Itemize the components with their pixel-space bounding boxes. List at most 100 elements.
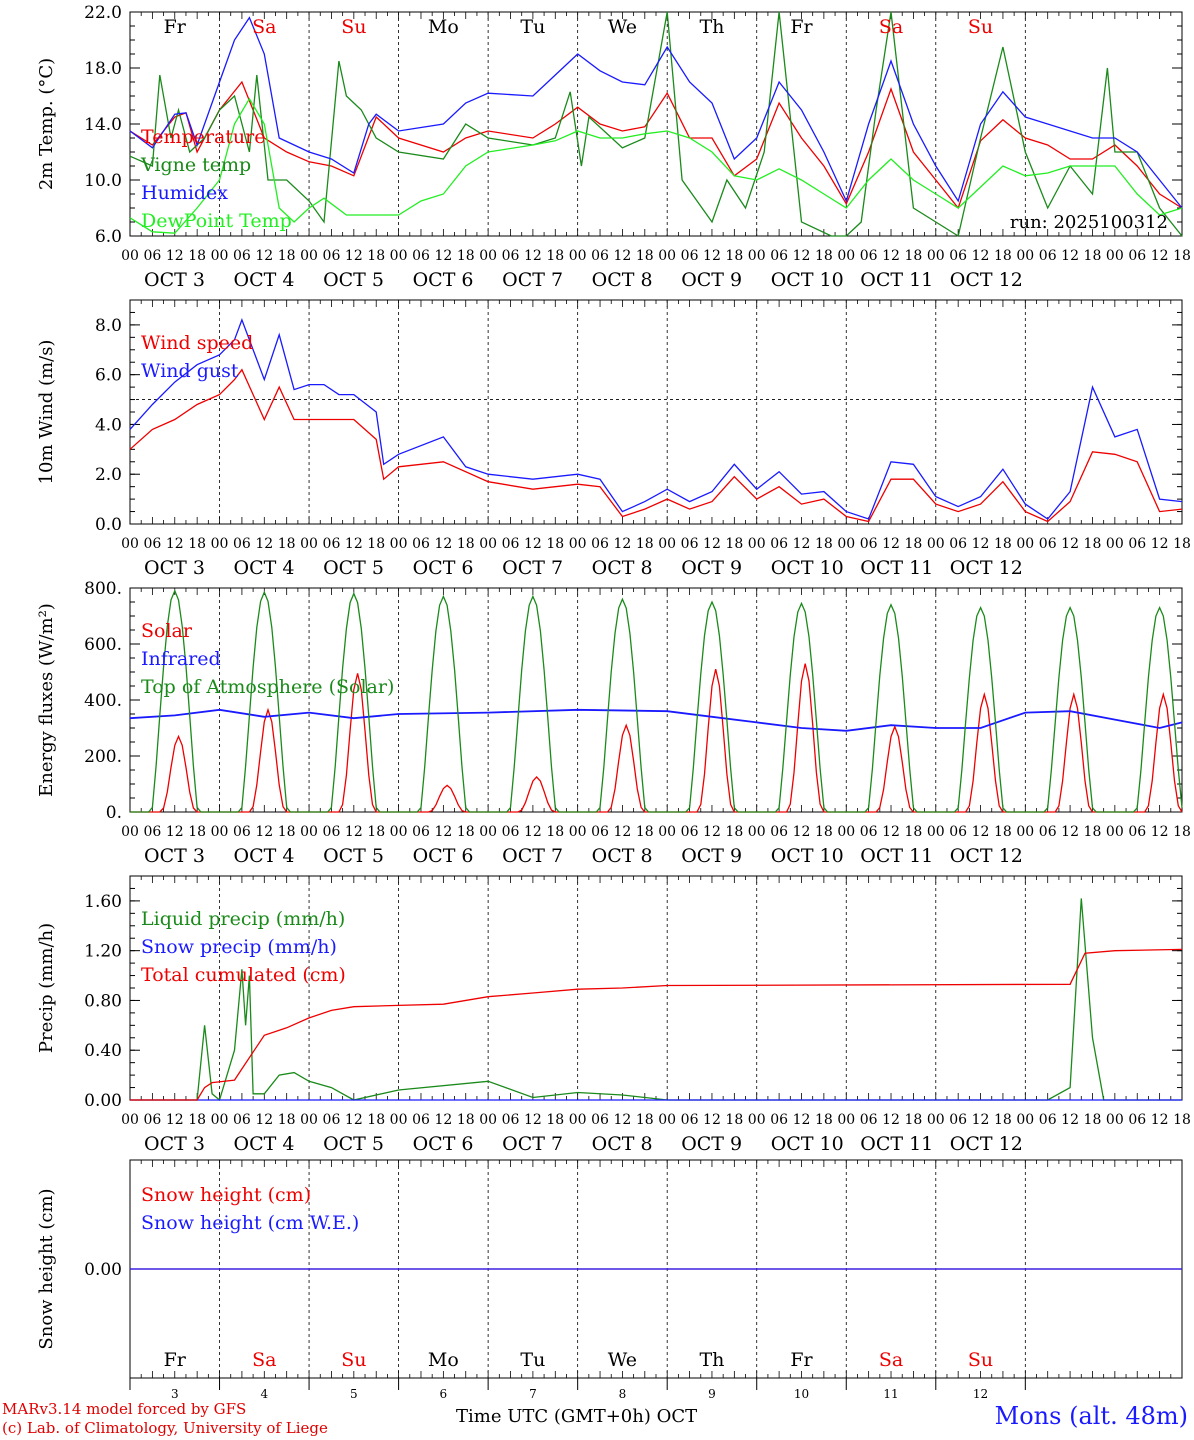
hour-label: 06 [949, 536, 967, 552]
hour-label: 18 [994, 824, 1012, 840]
legend-humidex: Humidex [141, 182, 228, 204]
hour-label: 00 [479, 536, 497, 552]
y-tick-label: 2.0 [95, 465, 122, 485]
hour-label: 18 [725, 248, 743, 264]
y-tick-label: 400. [84, 691, 122, 711]
month-label: OCT [656, 1406, 698, 1427]
legend-snow-height-cm-w-e-: Snow height (cm W.E.) [141, 1212, 359, 1234]
hour-label: 18 [725, 824, 743, 840]
legend-top-of-atmosphere-solar-: Top of Atmosphere (Solar) [141, 676, 394, 698]
hour-label: 18 [1173, 536, 1191, 552]
day-number-label: 10 [794, 1387, 809, 1401]
date-label: OCT 4 [234, 269, 295, 291]
hour-label: 12 [1151, 824, 1169, 840]
hour-label: 18 [278, 824, 296, 840]
hour-label: 12 [345, 536, 363, 552]
y-tick-label: 10.0 [84, 171, 122, 191]
hour-label: 00 [927, 824, 945, 840]
hour-label: 18 [636, 1112, 654, 1128]
y-axis-label: Snow height (cm) [36, 1188, 57, 1349]
weekday-label-bottom: Fr [164, 1349, 187, 1371]
hour-label: 12 [1061, 1112, 1079, 1128]
hour-label: 12 [434, 824, 452, 840]
hour-label: 00 [837, 1112, 855, 1128]
hour-label: 18 [188, 248, 206, 264]
hour-label: 12 [345, 824, 363, 840]
hour-label: 00 [1016, 536, 1034, 552]
hour-label: 12 [166, 824, 184, 840]
hour-label: 06 [681, 824, 699, 840]
hour-label: 00 [390, 1112, 408, 1128]
day-number-label: 5 [350, 1387, 358, 1401]
hour-label: 12 [434, 1112, 452, 1128]
hour-label: 06 [770, 248, 788, 264]
hour-label: 06 [1039, 1112, 1057, 1128]
hour-label: 00 [569, 248, 587, 264]
date-label: OCT 10 [771, 1133, 844, 1155]
hour-label: 06 [233, 248, 251, 264]
day-number-label: 11 [883, 1387, 898, 1401]
hour-label: 06 [502, 824, 520, 840]
weekday-label-bottom: Th [699, 1349, 724, 1371]
hour-label: 18 [1173, 1112, 1191, 1128]
hour-label: 12 [524, 248, 542, 264]
hour-label: 06 [412, 536, 430, 552]
date-label: OCT 3 [144, 845, 205, 867]
hour-label: 00 [569, 536, 587, 552]
hour-label: 00 [211, 1112, 229, 1128]
hour-label: 12 [703, 824, 721, 840]
y-tick-label: 200. [84, 747, 122, 767]
date-label: OCT 7 [502, 557, 563, 579]
y-tick-label: 6.0 [95, 227, 122, 247]
weekday-label: Sa [879, 16, 903, 38]
legend-liquid-precip-mm-h-: Liquid precip (mm/h) [141, 908, 345, 930]
hour-label: 12 [255, 536, 273, 552]
series-line-wind-speed [129, 368, 1183, 523]
run-label: run: 2025100312 [1010, 212, 1168, 233]
hour-label: 12 [434, 248, 452, 264]
hour-label: 00 [479, 248, 497, 264]
day-number-label: 3 [171, 1387, 179, 1401]
hour-label: 06 [591, 1112, 609, 1128]
date-label: OCT 9 [681, 557, 742, 579]
time-axis-label: Time UTC (GMT+0h) OCT [456, 1406, 697, 1427]
hour-label: 00 [390, 536, 408, 552]
day-number-label: 4 [260, 1387, 268, 1401]
legend-wind-speed: Wind speed [141, 332, 253, 354]
hour-label: 00 [748, 1112, 766, 1128]
hour-label: 00 [121, 824, 139, 840]
hour-label: 18 [278, 248, 296, 264]
date-label: OCT 6 [413, 845, 474, 867]
weekday-label: Mo [428, 16, 459, 38]
y-tick-label: 0.40 [84, 1041, 122, 1061]
y-tick-label: 14.0 [84, 115, 122, 135]
date-label: OCT 8 [592, 269, 653, 291]
date-label: OCT 3 [144, 557, 205, 579]
date-label: OCT 9 [681, 269, 742, 291]
date-label: OCT 12 [950, 845, 1023, 867]
hour-label: 12 [1151, 1112, 1169, 1128]
hour-label: 00 [569, 1112, 587, 1128]
hour-label: 06 [412, 248, 430, 264]
hour-label: 06 [502, 1112, 520, 1128]
hour-label: 18 [904, 536, 922, 552]
weekday-label: Th [699, 16, 724, 38]
hour-label: 06 [233, 1112, 251, 1128]
weekday-label-bottom: Tu [520, 1349, 545, 1371]
hour-label: 18 [994, 536, 1012, 552]
hour-label: 18 [188, 1112, 206, 1128]
hour-label: 06 [681, 248, 699, 264]
hour-label: 00 [837, 248, 855, 264]
hour-label: 18 [815, 1112, 833, 1128]
hour-label: 06 [949, 1112, 967, 1128]
model-credit: MARv3.14 model forced by GFS (c) Lab. of… [2, 1400, 328, 1438]
hour-label: 06 [323, 248, 341, 264]
series-line-liquid-precip-mm-h- [130, 898, 1182, 1102]
hour-label: 00 [300, 1112, 318, 1128]
station-name: Mons (alt. 48m) [994, 1402, 1188, 1430]
date-label: OCT 11 [860, 845, 933, 867]
hour-label: 18 [367, 536, 385, 552]
date-label: OCT 7 [502, 269, 563, 291]
day-number-label: 6 [440, 1387, 448, 1401]
